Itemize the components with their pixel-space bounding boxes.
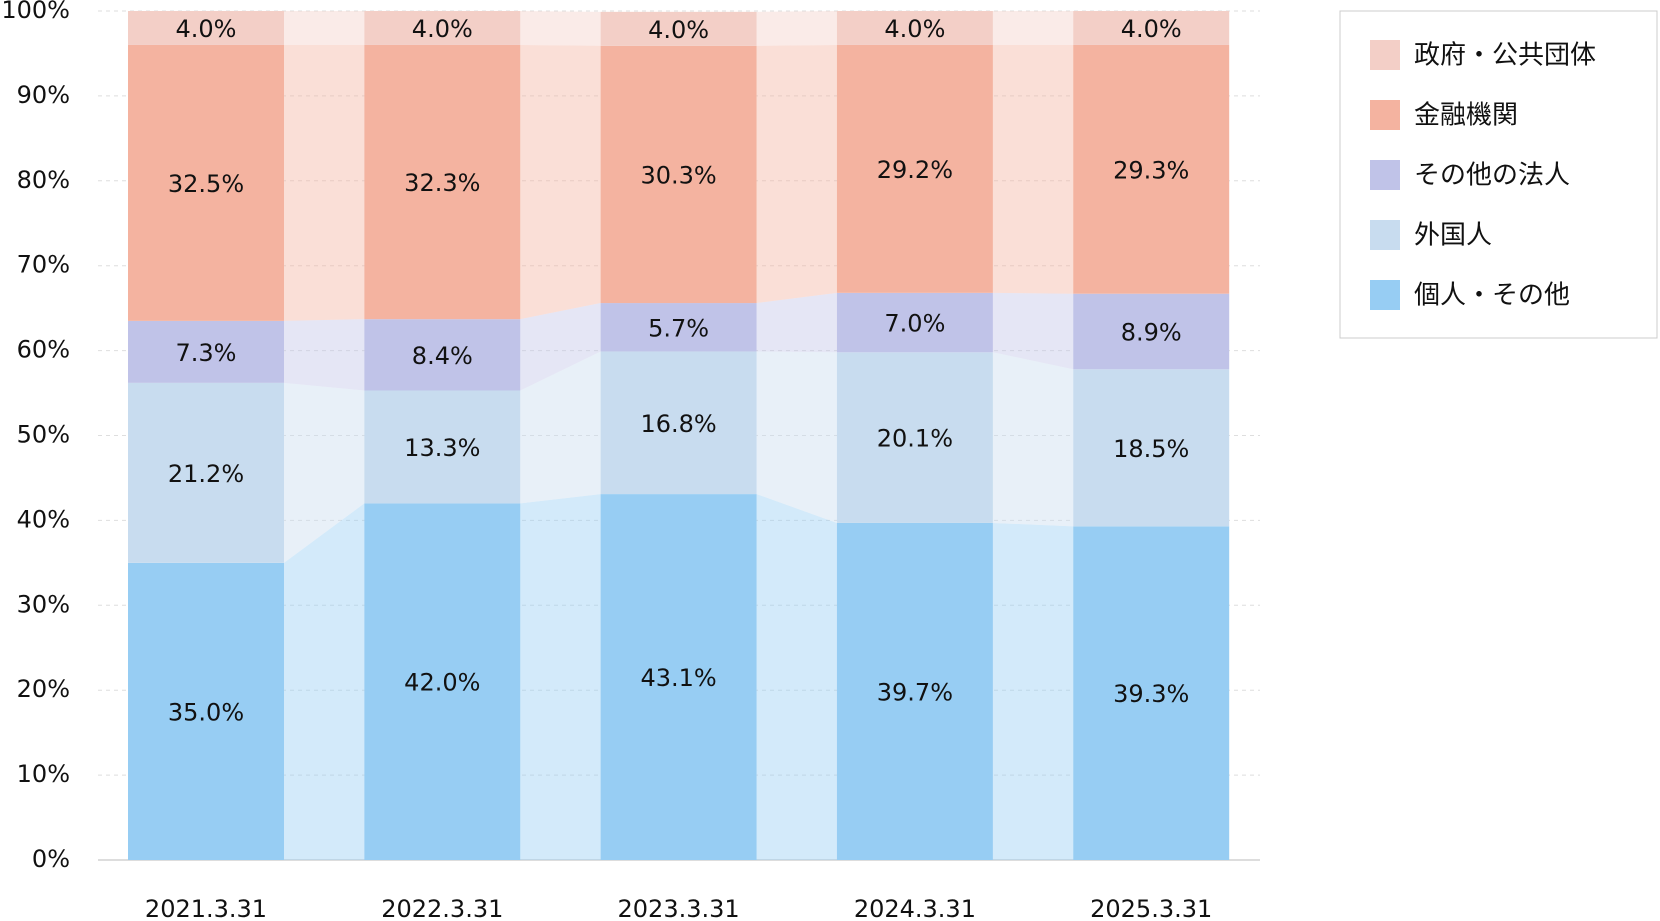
value-label: 21.2% <box>168 460 244 488</box>
value-label: 29.2% <box>877 156 953 184</box>
value-label: 4.0% <box>648 16 709 44</box>
flow-band <box>756 292 837 353</box>
legend-swatch <box>1370 160 1400 190</box>
x-tick-label: 2023.3.31 <box>618 895 740 921</box>
value-label: 39.3% <box>1113 680 1189 708</box>
value-label: 42.0% <box>404 669 480 697</box>
legend-swatch <box>1370 40 1400 70</box>
flow-band <box>756 494 837 860</box>
flow-band <box>756 44 837 304</box>
y-tick-label: 20% <box>17 675 70 703</box>
bar-segment <box>836 522 993 860</box>
value-label: 4.0% <box>176 15 237 43</box>
value-label: 4.0% <box>412 15 473 43</box>
bar-segment <box>128 11 284 45</box>
value-label: 43.1% <box>640 664 716 692</box>
flow-band <box>520 351 601 504</box>
legend-label: 外国人 <box>1414 221 1492 251</box>
value-label: 16.8% <box>640 410 716 438</box>
legend-label: その他の法人 <box>1414 161 1570 191</box>
flow-band <box>520 494 601 860</box>
value-label: 8.4% <box>412 342 473 370</box>
bar-segment <box>128 320 284 383</box>
bar-segment <box>600 45 757 304</box>
legend-label: 政府・公共団体 <box>1414 41 1596 71</box>
bar-segment <box>1073 44 1230 294</box>
bar-segment <box>364 319 521 391</box>
flow-band <box>520 44 601 320</box>
y-tick-label: 70% <box>17 251 70 279</box>
flow-band <box>284 319 365 391</box>
flow-band <box>284 503 365 860</box>
flow-band <box>992 522 1074 860</box>
bar-segment <box>600 11 757 46</box>
value-label: 4.0% <box>1121 15 1182 43</box>
flow-band <box>992 352 1074 527</box>
value-label: 5.7% <box>648 314 709 342</box>
legend-label: 金融機関 <box>1414 101 1518 131</box>
x-tick-label: 2024.3.31 <box>854 895 976 921</box>
legend-swatch <box>1370 220 1400 250</box>
bar-segment <box>364 11 521 45</box>
bar-segment <box>1073 11 1230 45</box>
value-label: 39.7% <box>877 678 953 706</box>
bar-segment <box>128 382 284 563</box>
bar-segment <box>364 390 521 504</box>
flow-band <box>992 44 1074 294</box>
flow-band <box>284 382 365 563</box>
x-tick-label: 2021.3.31 <box>145 895 267 921</box>
bar-segment <box>364 44 521 320</box>
y-tick-label: 90% <box>17 81 70 109</box>
y-tick-label: 80% <box>17 166 70 194</box>
bar-segment <box>1073 293 1230 370</box>
flow-band <box>992 292 1074 370</box>
value-label: 7.3% <box>176 339 237 367</box>
bar-segment <box>128 562 284 860</box>
value-label: 29.3% <box>1113 156 1189 184</box>
value-label: 20.1% <box>877 425 953 453</box>
value-label: 7.0% <box>884 310 945 338</box>
legend-label: 個人・その他 <box>1414 281 1570 311</box>
value-label: 13.3% <box>404 434 480 462</box>
legend-swatch <box>1370 100 1400 130</box>
y-tick-label: 10% <box>17 760 70 788</box>
bar-segment <box>836 352 993 523</box>
value-label: 35.0% <box>168 698 244 726</box>
y-tick-label: 100% <box>1 0 70 24</box>
bar-segment <box>836 292 993 353</box>
y-tick-label: 30% <box>17 590 70 618</box>
value-label: 4.0% <box>884 15 945 43</box>
flow-band <box>520 303 601 391</box>
bar-segment <box>1073 526 1230 860</box>
bar-segment <box>600 351 757 495</box>
value-label: 32.5% <box>168 170 244 198</box>
value-label: 8.9% <box>1121 318 1182 346</box>
flow-band <box>992 11 1074 45</box>
bar-segment <box>600 303 757 352</box>
flow-band <box>284 11 365 45</box>
bar-segment <box>128 44 284 321</box>
flow-band <box>756 11 837 46</box>
flow-band <box>520 11 601 46</box>
bar-segment <box>836 11 993 45</box>
value-label: 32.3% <box>404 169 480 197</box>
value-label: 18.5% <box>1113 435 1189 463</box>
bar-segment <box>600 494 757 860</box>
x-tick-label: 2025.3.31 <box>1090 895 1212 921</box>
y-tick-label: 50% <box>17 421 70 449</box>
y-tick-label: 40% <box>17 505 70 533</box>
legend-swatch <box>1370 280 1400 310</box>
x-tick-label: 2022.3.3‌1 <box>381 895 503 921</box>
bar-segment <box>1073 369 1230 527</box>
bar-segment <box>836 44 993 293</box>
y-tick-label: 0% <box>32 845 70 873</box>
bar-segment <box>364 503 521 860</box>
y-tick-label: 60% <box>17 336 70 364</box>
flow-band <box>284 44 365 321</box>
value-label: 30.3% <box>640 161 716 189</box>
flow-band <box>756 351 837 523</box>
